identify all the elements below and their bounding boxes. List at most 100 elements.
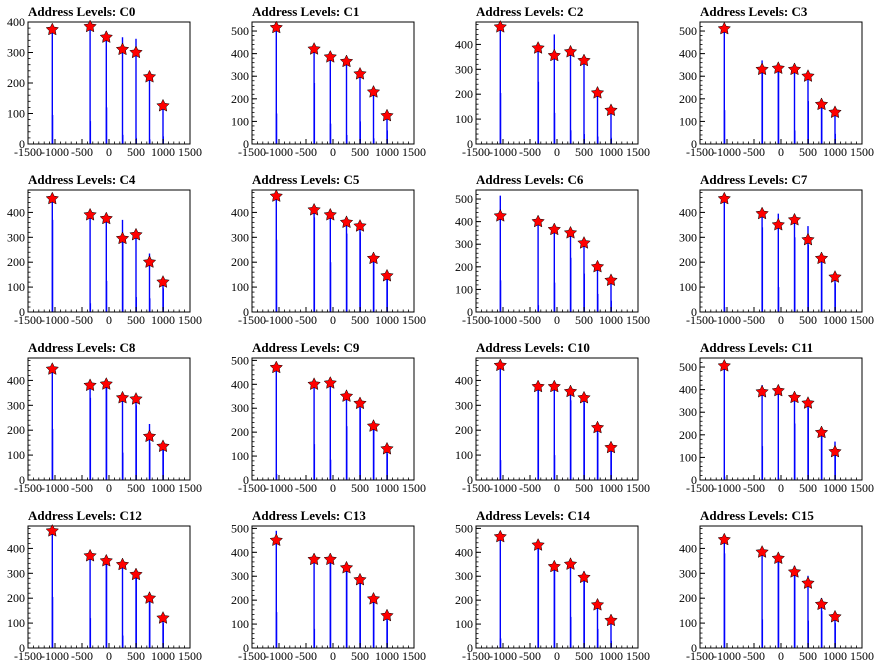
y-tick-label: 500 [231, 521, 249, 535]
peak-marker [801, 69, 815, 82]
peak-marker [563, 44, 578, 58]
chart-plot: 0 100 200 300 400 500 -1500 -1000 -500 0 500 1000 15… [679, 357, 874, 495]
chart-panel-c8: 0 100 200 300 400 -1500 -1000 -500 0 500 1000 1500 A… [0, 336, 224, 504]
peak-marker [323, 207, 338, 221]
peak-marker [307, 202, 321, 216]
peak-marker [577, 236, 591, 249]
peak-marker [339, 54, 354, 68]
chart-plot: 0 100 200 300 400 -1500 -1000 -500 0 500 1000 1500 [679, 525, 874, 663]
peak-marker [353, 572, 367, 586]
peak-marker [142, 255, 157, 268]
x-tick-label: 500 [575, 649, 593, 663]
chart-panel-c10: 0 100 200 300 400 -1500 -1000 -500 0 500 1000 1500 A… [448, 336, 672, 504]
chart-panel-c11: 0 100 200 300 400 500 -1500 -1000 -500 0 500 1000 15… [672, 336, 896, 504]
x-tick-label: 1500 [626, 481, 650, 495]
chart-title: Address Levels: C10 [476, 340, 590, 355]
peak-marker [129, 45, 143, 59]
y-tick-label: 0 [691, 305, 697, 319]
peak-marker [547, 48, 562, 62]
y-tick-label: 100 [231, 280, 249, 294]
peak-marker [828, 609, 842, 623]
peak-marker [115, 231, 130, 245]
x-tick-label: 0 [778, 145, 784, 159]
peak-marker [577, 570, 591, 584]
x-tick-label: 500 [799, 145, 817, 159]
x-tick-label: -500 [295, 481, 317, 495]
peak-marker [45, 191, 60, 205]
chart-panel-c4: 0 100 200 300 400 -1500 -1000 -500 0 500 1000 1500 A… [0, 168, 224, 336]
y-tick-label: 100 [7, 448, 25, 462]
x-tick-label: 500 [575, 313, 593, 327]
y-tick-label: 200 [231, 425, 249, 439]
x-tick-label: 0 [778, 649, 784, 663]
y-tick-label: 300 [7, 566, 25, 580]
y-tick-label: 200 [679, 255, 697, 269]
peak-marker [787, 212, 802, 226]
chart-plot: 0 100 200 300 400 -1500 -1000 -500 0 500 1000 1500 [455, 357, 650, 495]
x-tick-label: 0 [106, 145, 112, 159]
peak-marker [353, 219, 367, 232]
x-tick-label: -1000 [41, 481, 69, 495]
y-tick-label: 200 [679, 428, 697, 442]
peak-marker [493, 358, 508, 372]
chart-panel-c0: 0 100 200 300 400 -1500 -1000 -500 0 500 1000 1500 A… [0, 0, 224, 168]
chart-plot: 0 100 200 300 400 -1500 -1000 -500 0 500 1000 1500 [7, 523, 202, 663]
y-tick-label: 300 [455, 398, 473, 412]
peak-marker [323, 552, 338, 566]
peak-marker [353, 66, 367, 80]
y-tick-label: 0 [243, 641, 249, 655]
chart-plot: 0 100 200 300 400 500 -1500 -1000 -500 0 500 1000 15… [231, 20, 426, 159]
peak-marker [307, 42, 321, 55]
y-tick-label: 300 [231, 401, 249, 415]
x-tick-label: -500 [71, 145, 93, 159]
x-tick-label: 500 [127, 145, 145, 159]
y-tick-label: 100 [679, 114, 697, 128]
chart-title: Address Levels: C15 [700, 508, 814, 523]
x-tick-label: -1500 [238, 481, 266, 495]
peak-marker [531, 538, 545, 551]
x-tick-label: 500 [799, 481, 817, 495]
chart-panel-c12: 0 100 200 300 400 -1500 -1000 -500 0 500 1000 1500 A… [0, 504, 224, 672]
chart-title: Address Levels: C14 [476, 508, 590, 523]
chart-panel-c2: 0 100 200 300 400 -1500 -1000 -500 0 500 1000 1500 A… [448, 0, 672, 168]
peak-marker [717, 191, 732, 205]
x-tick-label: -1500 [462, 481, 490, 495]
y-tick-label: 300 [679, 566, 697, 580]
peak-marker [590, 85, 605, 99]
x-tick-label: 1000 [599, 313, 623, 327]
y-tick-label: 200 [455, 423, 473, 437]
x-tick-label: -1500 [462, 313, 490, 327]
x-tick-label: -500 [519, 481, 541, 495]
x-tick-label: -1000 [41, 313, 69, 327]
peak-marker [547, 559, 562, 573]
y-tick-label: 100 [7, 616, 25, 630]
y-tick-label: 100 [679, 280, 697, 294]
chart-title: Address Levels: C1 [252, 4, 360, 19]
y-tick-label: 300 [7, 398, 25, 412]
chart-plot: 0 100 200 300 400 500 -1500 -1000 -500 0 500 1000 15… [679, 21, 874, 159]
chart-title: Address Levels: C12 [28, 508, 142, 523]
peak-marker [717, 358, 732, 372]
peak-marker [577, 390, 591, 404]
y-tick-label: 500 [455, 521, 473, 535]
y-tick-label: 400 [679, 47, 697, 61]
y-tick-label: 0 [19, 473, 25, 487]
chart-plot: 0 100 200 300 400 500 -1500 -1000 -500 0 500 1000 15… [455, 521, 650, 663]
x-tick-label: 500 [351, 145, 369, 159]
chart-plot: 0 100 200 300 400 500 -1500 -1000 -500 0 500 1000 15… [455, 189, 650, 327]
x-tick-label: -1000 [713, 145, 741, 159]
y-tick-label: 400 [7, 541, 25, 555]
x-tick-label: 1000 [375, 649, 399, 663]
y-tick-label: 0 [467, 305, 473, 319]
y-tick-label: 300 [679, 69, 697, 83]
x-tick-label: -1000 [489, 145, 517, 159]
y-tick-label: 100 [231, 449, 249, 463]
x-tick-label: 500 [351, 481, 369, 495]
x-tick-label: 1000 [375, 313, 399, 327]
y-tick-label: 400 [455, 37, 473, 51]
peak-marker [531, 41, 545, 54]
y-tick-label: 200 [455, 593, 473, 607]
y-tick-label: 0 [243, 137, 249, 151]
x-tick-label: 0 [554, 313, 560, 327]
y-tick-label: 300 [455, 62, 473, 76]
